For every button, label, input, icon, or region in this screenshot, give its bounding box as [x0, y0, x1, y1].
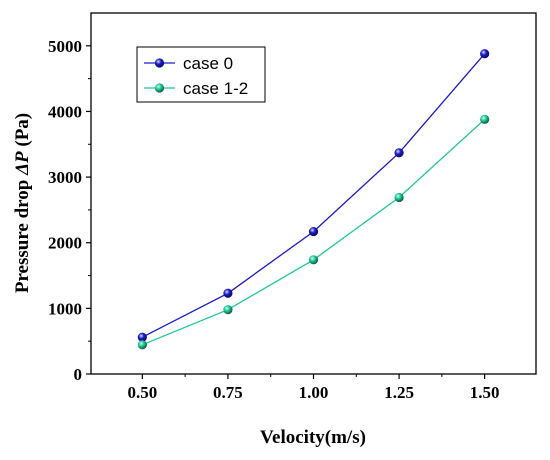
y-tick-label: 5000	[48, 37, 82, 56]
data-point	[394, 148, 404, 158]
x-tick-label: 1.50	[470, 383, 500, 402]
y-axis-title-suffix: (Pa)	[12, 113, 33, 152]
y-tick-label: 4000	[48, 102, 82, 121]
x-tick-label: 0.50	[127, 383, 157, 402]
y-tick-label: 1000	[48, 299, 82, 318]
data-point	[137, 332, 147, 342]
y-tick-label: 2000	[48, 234, 82, 253]
legend-marker	[154, 83, 165, 93]
y-axis-title: Pressure drop ΔP (Pa)	[12, 113, 33, 293]
x-axis-title: Velocity(m/s)	[260, 427, 366, 448]
y-axis-title-symbol: ΔP	[12, 151, 33, 176]
data-point	[308, 255, 319, 265]
y-tick-label: 3000	[48, 168, 82, 187]
y-tick-label: 0	[74, 365, 83, 384]
legend-marker	[154, 58, 165, 68]
x-tick-label: 1.25	[384, 383, 414, 402]
data-point	[223, 305, 233, 315]
legend-box	[136, 46, 266, 103]
data-point	[308, 226, 319, 237]
y-axis-title-prefix: Pressure drop	[12, 175, 33, 293]
data-point	[480, 49, 490, 59]
x-tick-label: 1.00	[299, 383, 329, 402]
data-point	[394, 192, 404, 203]
data-point	[223, 288, 233, 298]
x-tick-label: 0.75	[213, 383, 243, 402]
data-point	[480, 114, 490, 124]
legend-label: case 0	[183, 54, 233, 73]
legend-label: case 1-2	[183, 79, 248, 98]
data-point	[137, 340, 147, 350]
